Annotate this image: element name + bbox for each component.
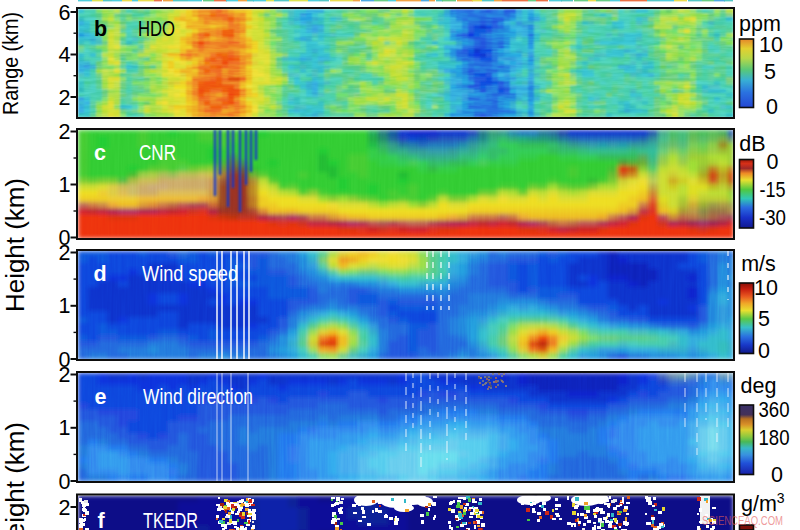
svg-text:Height (km): Height (km) — [1, 178, 29, 312]
svg-text:5: 5 — [758, 307, 770, 331]
svg-text:deg: deg — [741, 374, 777, 398]
svg-text:SCIENCEAQ.COM: SCIENCEAQ.COM — [702, 513, 783, 528]
svg-text:Height (km): Height (km) — [1, 422, 29, 530]
svg-text:-15: -15 — [760, 178, 786, 202]
svg-text:10: 10 — [759, 33, 783, 57]
svg-text:2: 2 — [59, 496, 71, 520]
svg-text:10: 10 — [754, 276, 778, 300]
svg-text:CNR: CNR — [139, 141, 176, 165]
svg-text:1: 1 — [59, 173, 71, 197]
svg-text:0: 0 — [767, 150, 779, 174]
svg-text:TKEDR: TKEDR — [143, 509, 198, 530]
svg-text:dB: dB — [739, 132, 765, 156]
svg-text:1: 1 — [59, 294, 71, 318]
svg-text:Wind direction: Wind direction — [143, 385, 253, 409]
svg-text:0: 0 — [758, 339, 770, 363]
svg-text:e: e — [95, 385, 107, 409]
svg-text:360: 360 — [759, 398, 790, 422]
svg-text:2: 2 — [59, 363, 71, 387]
svg-text:d: d — [93, 262, 106, 286]
svg-text:0: 0 — [766, 95, 778, 119]
svg-text:2: 2 — [59, 241, 71, 265]
svg-text:2: 2 — [59, 86, 71, 110]
svg-text:c: c — [94, 141, 106, 165]
svg-text:m/s: m/s — [741, 252, 776, 276]
svg-text:180: 180 — [759, 426, 790, 450]
svg-text:-30: -30 — [759, 206, 786, 230]
svg-text:2: 2 — [59, 120, 71, 144]
svg-text:0: 0 — [59, 470, 71, 494]
svg-text:5: 5 — [764, 60, 776, 84]
svg-text:0: 0 — [771, 463, 783, 487]
svg-text:HDO: HDO — [138, 17, 175, 41]
svg-text:1: 1 — [59, 416, 71, 440]
svg-text:Wind speed: Wind speed — [142, 262, 238, 286]
svg-text:Range (km): Range (km) — [0, 12, 23, 115]
svg-text:f: f — [97, 509, 105, 530]
svg-text:b: b — [94, 17, 107, 41]
svg-text:6: 6 — [59, 1, 71, 25]
svg-text:4: 4 — [59, 43, 71, 67]
